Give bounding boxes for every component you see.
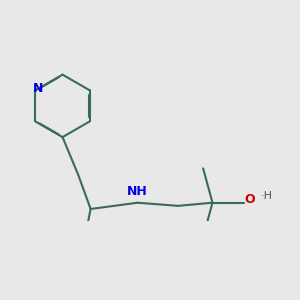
Text: N: N	[32, 82, 43, 94]
Text: NH: NH	[127, 185, 148, 198]
Text: O: O	[245, 193, 255, 206]
Text: ·H: ·H	[261, 191, 273, 202]
